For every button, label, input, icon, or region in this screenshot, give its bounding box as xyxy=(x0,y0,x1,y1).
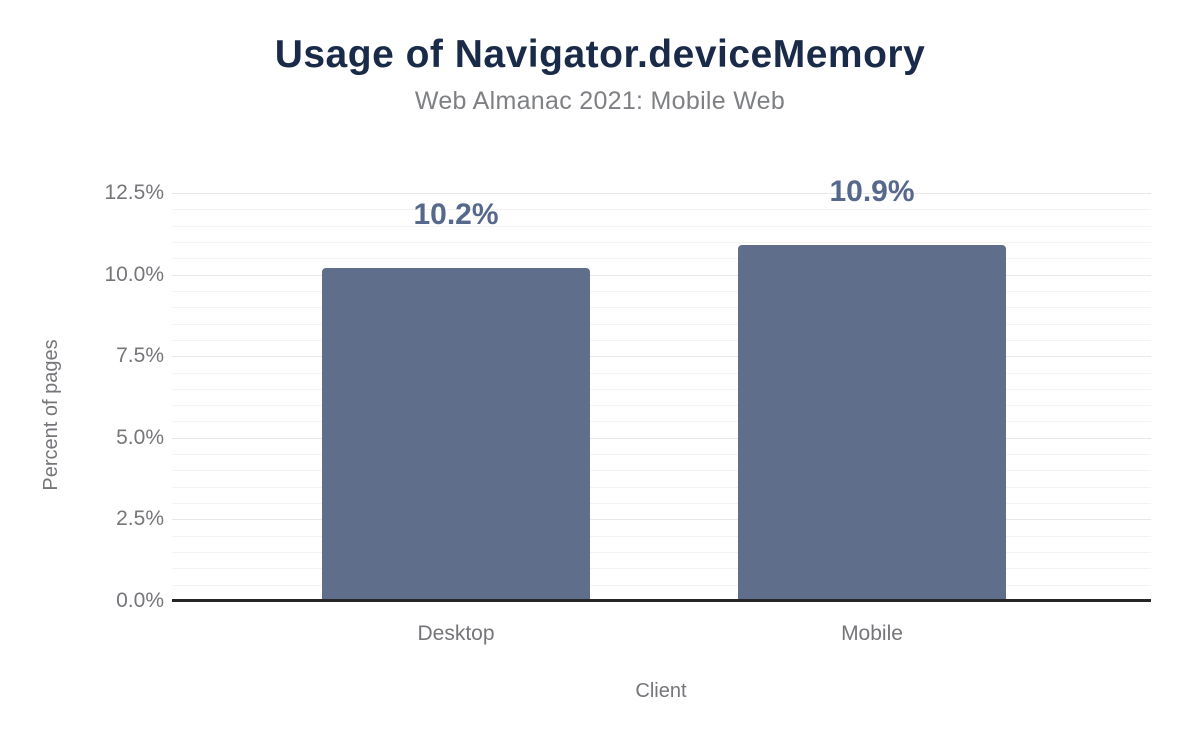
gridline-major xyxy=(172,275,1151,276)
y-tick-label: 2.5% xyxy=(116,507,164,530)
chart-title: Usage of Navigator.deviceMemory xyxy=(274,33,926,76)
gridline-minor xyxy=(172,389,1151,390)
gridline-minor xyxy=(172,454,1151,455)
gridline-minor xyxy=(172,373,1151,374)
x-axis-baseline xyxy=(172,599,1151,602)
gridline-major xyxy=(172,193,1151,194)
gridline-minor xyxy=(172,291,1151,292)
gridline-minor xyxy=(172,242,1151,243)
gridline-minor xyxy=(172,258,1151,259)
gridline-minor xyxy=(172,536,1151,537)
x-category-label: Mobile xyxy=(841,622,903,645)
gridline-minor xyxy=(172,209,1151,210)
y-tick-label: 7.5% xyxy=(116,344,164,367)
gridline-minor xyxy=(172,324,1151,325)
y-tick-label: 5.0% xyxy=(116,426,164,449)
bar-value-label: 10.9% xyxy=(829,175,915,208)
gridline-minor xyxy=(172,421,1151,422)
gridline-major xyxy=(172,438,1151,439)
bar-value-label: 10.2% xyxy=(413,198,499,231)
gridline-minor xyxy=(172,340,1151,341)
gridline-minor xyxy=(172,307,1151,308)
gridline-minor xyxy=(172,470,1151,471)
y-tick-label: 0.0% xyxy=(116,589,164,612)
gridline-minor xyxy=(172,405,1151,406)
y-tick-label: 10.0% xyxy=(104,263,164,286)
gridline-major xyxy=(172,356,1151,357)
bar-mobile xyxy=(738,245,1006,601)
gridline-major xyxy=(172,519,1151,520)
x-axis-title: Client xyxy=(635,680,687,702)
gridline-minor xyxy=(172,552,1151,553)
gridline-minor xyxy=(172,503,1151,504)
y-axis-title: Percent of pages xyxy=(40,339,62,491)
gridline-minor xyxy=(172,568,1151,569)
gridline-minor xyxy=(172,487,1151,488)
gridline-minor xyxy=(172,585,1151,586)
gridline-minor xyxy=(172,226,1151,227)
y-tick-label: 12.5% xyxy=(104,181,164,204)
x-category-label: Desktop xyxy=(417,622,495,645)
bar-desktop xyxy=(322,268,590,601)
chart-subtitle: Web Almanac 2021: Mobile Web xyxy=(414,87,786,115)
